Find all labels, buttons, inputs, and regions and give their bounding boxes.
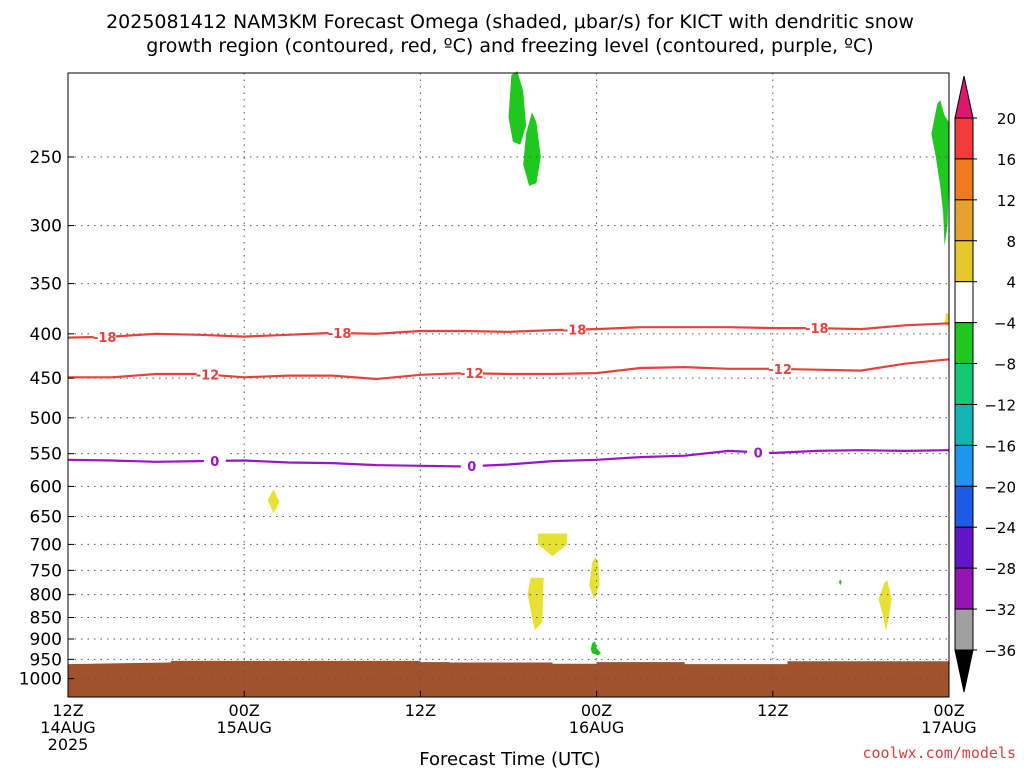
colorbar-label: −16 <box>984 437 1016 455</box>
omega-shaded-region <box>838 579 842 586</box>
contour-label-bg <box>203 452 226 468</box>
colorbar-band <box>954 567 974 610</box>
colorbar: 20 16 12 8 4 −4 −8 −12 −16 −20 −24 −28 −32 −36 <box>954 75 1016 693</box>
y-tick-label: 750 <box>30 561 62 581</box>
colorbar-band <box>954 485 974 528</box>
x-tick-label: 12Z <box>52 701 83 720</box>
contour-label: 0 <box>210 455 219 470</box>
y-tick-label: 600 <box>30 477 62 497</box>
contour-label-bg <box>563 321 586 337</box>
contour-label: -12 <box>196 369 220 384</box>
contour-label-bg <box>769 360 792 376</box>
y-tick-label: 250 <box>30 148 62 168</box>
y-tick-label: 700 <box>30 535 62 555</box>
x-tick-label: 17AUG <box>921 718 976 737</box>
contour-label-bg <box>460 365 483 381</box>
contour-label-bg <box>196 366 219 382</box>
dgz-isotherm-contour <box>67 322 950 339</box>
contour-label: -12 <box>460 367 484 382</box>
terrain-below-ground <box>68 660 949 697</box>
contour-label: -18 <box>93 331 117 346</box>
colorbar-label: −36 <box>984 642 1016 660</box>
colorbar-band <box>954 117 974 160</box>
contour-label: -18 <box>563 324 587 339</box>
colorbar-label: 8 <box>1006 233 1016 251</box>
colorbar-band <box>954 444 974 487</box>
chart-title-line2: growth region (contoured, red, ºC) and f… <box>146 35 873 57</box>
x-tick-label: 2025 <box>48 735 89 754</box>
contour-label: -12 <box>768 363 792 378</box>
y-tick-label: 800 <box>30 586 62 606</box>
omega-shaded-region <box>527 577 544 631</box>
y-tick-label: 650 <box>30 508 62 528</box>
omega-shaded-region <box>267 489 280 514</box>
contour-label: -18 <box>328 327 352 342</box>
colorbar-label: −4 <box>994 315 1016 333</box>
x-tick-label: 00Z <box>229 701 260 720</box>
credit-text: coolwx.com/models <box>862 744 1016 762</box>
colorbar-label: −32 <box>984 601 1016 619</box>
colorbar-band <box>954 158 974 201</box>
colorbar-label: −8 <box>994 356 1016 374</box>
colorbar-band <box>954 322 974 365</box>
colorbar-label: −24 <box>984 519 1016 537</box>
plot-frame <box>67 72 950 698</box>
colorbar-band <box>954 526 974 569</box>
x-tick-label: 00Z <box>933 701 964 720</box>
colorbar-label: 16 <box>997 151 1016 169</box>
colorbar-top-triangle <box>954 75 974 119</box>
chart-title-line1: 2025081412 NAM3KM Forecast Omega (shaded… <box>106 11 914 33</box>
y-tick-label: 400 <box>30 325 62 345</box>
omega-shaded-region <box>590 641 601 656</box>
x-tick-label: 00Z <box>581 701 612 720</box>
x-tick-label: 16AUG <box>569 718 624 737</box>
colorbar-label: −12 <box>984 396 1016 414</box>
y-tick-label: 550 <box>30 445 62 465</box>
x-tick-label: 12Z <box>405 701 436 720</box>
contour-label-bg <box>805 320 828 336</box>
y-tick-label: 450 <box>30 369 62 389</box>
y-axis-ticks: 2503003504004505005506006507007508008509… <box>19 148 74 690</box>
colorbar-band <box>954 608 974 651</box>
contour-label: 0 <box>467 460 476 475</box>
colorbar-band <box>954 363 974 405</box>
contour-label-bg <box>460 458 483 474</box>
colorbar-band <box>954 240 974 283</box>
y-tick-label: 1000 <box>19 670 62 690</box>
y-tick-label: 500 <box>30 409 62 429</box>
contour-label: -18 <box>805 322 829 337</box>
y-tick-label: 350 <box>30 275 62 295</box>
omega-shaded-region <box>508 71 527 145</box>
x-tick-label: 15AUG <box>216 718 271 737</box>
colorbar-band <box>954 199 974 242</box>
colorbar-label: −28 <box>984 560 1016 578</box>
omega-shaded-region <box>589 557 600 600</box>
colorbar-label: −20 <box>984 478 1016 496</box>
omega-shaded-region <box>878 580 892 631</box>
colorbar-bottom-triangle <box>954 649 974 693</box>
x-axis-label: Forecast Time (UTC) <box>419 749 600 768</box>
y-tick-label: 900 <box>30 630 62 650</box>
y-tick-label: 300 <box>30 217 62 237</box>
contour-label: 0 <box>754 446 763 461</box>
contour-label-bg <box>747 444 770 460</box>
omega-shaded-region <box>523 112 541 186</box>
omega-shaded-region <box>537 533 568 557</box>
y-tick-label: 850 <box>30 608 62 628</box>
contour-label-bg <box>93 328 116 344</box>
colorbar-label: 12 <box>997 192 1016 210</box>
colorbar-band <box>954 281 974 324</box>
omega-shaded-region <box>931 100 949 247</box>
colorbar-band <box>954 403 974 446</box>
y-tick-label: 950 <box>30 650 62 670</box>
plot-area: -18 -18 -18 -18 -12 -12 -12 0 0 0 <box>67 71 950 697</box>
x-tick-label: 12Z <box>757 701 788 720</box>
colorbar-label: 4 <box>1006 274 1016 292</box>
freezing-level-contour <box>67 449 950 468</box>
colorbar-label: 20 <box>997 110 1016 128</box>
contour-label-bg <box>328 325 351 341</box>
x-tick-label: 14AUG <box>40 718 95 737</box>
